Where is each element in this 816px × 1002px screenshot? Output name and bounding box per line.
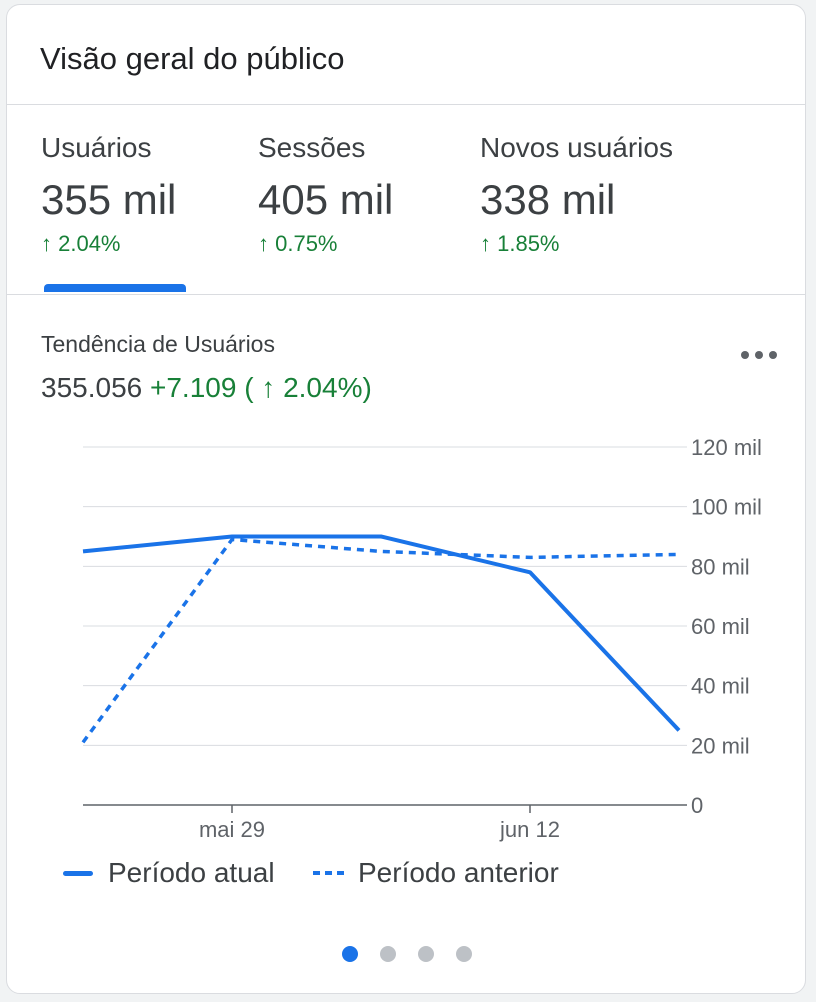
- metric-value: 355 mil: [41, 176, 177, 223]
- y-tick-label: 100 mil: [691, 495, 762, 520]
- legend-swatch-solid: [63, 871, 93, 876]
- pagination-dot[interactable]: [342, 946, 358, 962]
- y-tick-label: 20 mil: [691, 733, 750, 758]
- y-tick-label: 120 mil: [691, 435, 762, 460]
- pagination-dot[interactable]: [380, 946, 396, 962]
- more-horizontal-icon: [769, 351, 777, 359]
- card-header: Visão geral do público: [7, 5, 805, 105]
- audience-overview-card: Visão geral do público Usuários 355 mil …: [6, 4, 806, 994]
- metric-change: ↑ 2.04%: [41, 231, 121, 256]
- selected-tab-indicator: [44, 284, 186, 292]
- x-tick-label: mai 29: [199, 817, 265, 842]
- legend-item-current: Período atual: [63, 854, 303, 894]
- metric-label: Sessões: [258, 132, 366, 163]
- trend-title: Tendência de Usuários: [41, 331, 275, 357]
- y-tick-label: 60 mil: [691, 614, 750, 639]
- users-trend-chart: 0 20 mil 40 mil 60 mil 80 mil 100 mil 120 mil m…: [81, 435, 762, 842]
- metric-tab-users[interactable]: Usuários 355 mil ↑ 2.04%: [41, 105, 241, 295]
- legend-label: Período atual: [108, 857, 275, 888]
- pagination-dot[interactable]: [456, 946, 472, 962]
- metric-change: ↑ 0.75%: [258, 231, 338, 256]
- legend-swatch-dashed: [313, 871, 344, 875]
- legend-item-previous: Período anterior: [313, 854, 613, 894]
- card-title: Visão geral do público: [40, 41, 345, 76]
- y-tick-label: 80 mil: [691, 554, 750, 579]
- y-tick-label: 40 mil: [691, 674, 750, 699]
- series-line-previous-period: [81, 537, 680, 744]
- metric-tab-new-users[interactable]: Novos usuários 338 mil ↑ 1.85%: [480, 105, 740, 295]
- metric-value: 405 mil: [258, 176, 394, 223]
- metric-label: Novos usuários: [480, 132, 673, 163]
- metric-value: 338 mil: [480, 176, 616, 223]
- metric-tab-sessions[interactable]: Sessões 405 mil ↑ 0.75%: [258, 105, 458, 295]
- trend-delta: +7.109 ( ↑ 2.04%): [150, 372, 372, 403]
- legend-label: Período anterior: [358, 857, 559, 888]
- pagination-dot[interactable]: [418, 946, 434, 962]
- y-tick-label: 0: [691, 793, 703, 818]
- x-tick-label: jun 12: [499, 817, 560, 842]
- series-line-current-period: [82, 534, 681, 732]
- trend-total: 355.056: [41, 372, 143, 403]
- more-horizontal-icon: [741, 351, 749, 359]
- more-horizontal-icon: [755, 351, 763, 359]
- metric-label: Usuários: [41, 132, 152, 163]
- trend-summary: 355.056 +7.109 ( ↑ 2.04%): [41, 370, 372, 406]
- more-options-button[interactable]: [741, 339, 785, 369]
- metric-tabs: Usuários 355 mil ↑ 2.04% Sessões 405 mil…: [7, 105, 805, 295]
- metric-change: ↑ 1.85%: [480, 231, 560, 256]
